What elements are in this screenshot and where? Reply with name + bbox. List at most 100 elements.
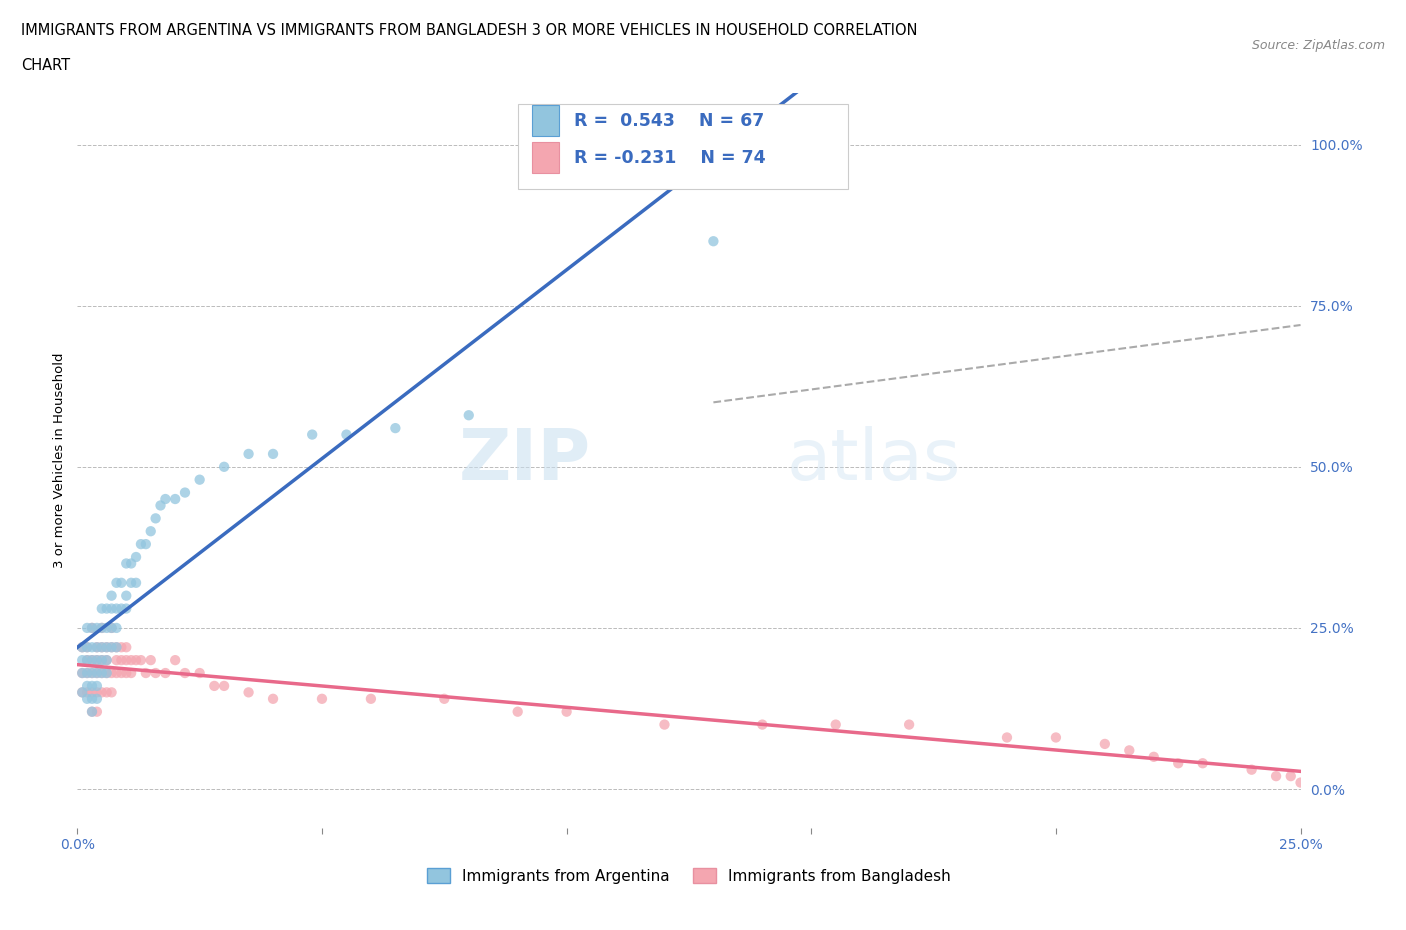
Point <box>1167 756 1189 771</box>
Text: R = -0.231    N = 74: R = -0.231 N = 74 <box>574 149 766 166</box>
Point <box>115 666 138 681</box>
Point <box>384 420 406 435</box>
Point <box>86 640 108 655</box>
Point <box>70 640 93 655</box>
Point <box>262 691 284 706</box>
Point <box>120 556 142 571</box>
Point <box>105 653 128 668</box>
Point <box>100 640 122 655</box>
FancyBboxPatch shape <box>533 142 560 173</box>
Point <box>129 537 152 551</box>
Point <box>115 589 138 604</box>
Point <box>80 653 103 668</box>
Point <box>115 556 138 571</box>
Point <box>155 666 177 681</box>
Point <box>1045 730 1067 745</box>
Point <box>96 653 118 668</box>
Point <box>86 653 108 668</box>
Point <box>165 492 187 507</box>
Point <box>86 620 108 635</box>
Point <box>202 679 225 694</box>
Point <box>145 511 167 525</box>
Point <box>100 620 122 635</box>
Point <box>70 640 93 655</box>
Point <box>110 653 132 668</box>
Point <box>90 666 112 681</box>
Point <box>433 691 456 706</box>
Point <box>76 620 98 635</box>
Point <box>76 653 98 668</box>
Point <box>212 459 235 474</box>
Point <box>105 640 128 655</box>
Point <box>174 666 197 681</box>
Text: Source: ZipAtlas.com: Source: ZipAtlas.com <box>1251 39 1385 52</box>
Point <box>110 640 132 655</box>
Point <box>80 704 103 719</box>
Point <box>76 666 98 681</box>
Point <box>80 679 103 694</box>
Point <box>90 601 112 616</box>
Point <box>105 576 128 591</box>
Point <box>80 666 103 681</box>
Point <box>155 492 177 507</box>
Point <box>1279 769 1302 784</box>
Point <box>80 620 103 635</box>
Point <box>115 640 138 655</box>
Point <box>165 653 187 668</box>
Point <box>212 679 235 694</box>
Point <box>96 684 118 699</box>
Point <box>96 601 118 616</box>
Point <box>86 653 108 668</box>
Text: atlas: atlas <box>787 426 962 495</box>
Point <box>100 640 122 655</box>
Point <box>70 653 93 668</box>
Point <box>76 684 98 699</box>
Point <box>80 640 103 655</box>
Point <box>301 427 323 442</box>
Point <box>96 640 118 655</box>
Point <box>76 666 98 681</box>
Point <box>86 666 108 681</box>
Point <box>105 666 128 681</box>
Point <box>360 691 382 706</box>
Point <box>238 446 260 461</box>
Point <box>100 601 122 616</box>
Point <box>995 730 1018 745</box>
Point <box>120 576 142 591</box>
Point <box>506 704 529 719</box>
Point <box>702 233 724 248</box>
Point <box>76 640 98 655</box>
Y-axis label: 3 or more Vehicles in Household: 3 or more Vehicles in Household <box>53 352 66 568</box>
Point <box>457 407 479 422</box>
Point <box>90 666 112 681</box>
Point <box>751 717 773 732</box>
Point <box>90 653 112 668</box>
Point <box>100 684 122 699</box>
Point <box>120 666 142 681</box>
Point <box>96 666 118 681</box>
Point <box>555 704 578 719</box>
FancyBboxPatch shape <box>533 105 560 136</box>
Point <box>76 653 98 668</box>
Point <box>96 653 118 668</box>
Point <box>86 684 108 699</box>
Point <box>105 640 128 655</box>
Point <box>262 446 284 461</box>
Point <box>86 691 108 706</box>
Point <box>76 691 98 706</box>
Point <box>86 666 108 681</box>
Point <box>80 653 103 668</box>
Text: R =  0.543    N = 67: R = 0.543 N = 67 <box>574 112 765 129</box>
Point <box>110 601 132 616</box>
Point <box>105 601 128 616</box>
Text: IMMIGRANTS FROM ARGENTINA VS IMMIGRANTS FROM BANGLADESH 3 OR MORE VEHICLES IN HO: IMMIGRANTS FROM ARGENTINA VS IMMIGRANTS … <box>21 23 918 38</box>
Point <box>105 620 128 635</box>
Point <box>76 679 98 694</box>
Point <box>125 550 148 565</box>
Point <box>135 666 157 681</box>
Point <box>238 684 260 699</box>
Point <box>188 472 211 487</box>
Point <box>115 653 138 668</box>
Point <box>335 427 357 442</box>
Point <box>80 666 103 681</box>
